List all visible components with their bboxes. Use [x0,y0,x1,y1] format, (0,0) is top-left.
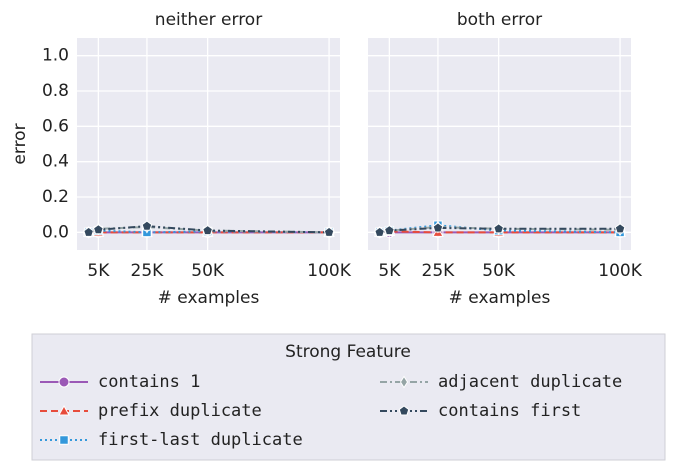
y-tick-label: 0.6 [42,116,69,136]
y-tick-label: 0.0 [42,222,69,242]
y-tick-label: 0.4 [42,152,69,172]
x-axis-label: # examples [158,288,260,308]
legend-label: first-last duplicate [98,430,303,450]
legend-marker [58,404,70,416]
legend-label: adjacent duplicate [438,372,622,392]
legend-label: contains 1 [98,372,200,392]
data-point [384,224,395,236]
data-point [202,224,213,236]
legend-marker [58,376,70,388]
legend-label: prefix duplicate [98,401,262,421]
y-tick-label: 0.8 [42,81,69,101]
y-tick-label: 0.2 [42,187,69,207]
data-point [432,222,444,233]
x-tick-label: 5K [378,261,401,281]
data-point [141,220,153,231]
x-tick-label: 25K [422,261,456,281]
legend-marker [398,405,410,416]
data-point [93,224,104,235]
y-tick-label: 1.0 [42,46,69,66]
x-axis-label: # examples [449,288,551,308]
legend-marker [59,435,69,445]
y-axis-label: error [10,123,30,164]
panel-title: neither error [155,10,262,30]
x-tick-label: 100K [598,261,642,281]
data-point [374,226,385,237]
data-point [614,223,626,234]
plot-area [368,38,631,250]
legend-label: contains first [438,401,581,421]
x-tick-label: 50K [191,261,225,281]
data-point [493,223,504,234]
data-point [83,226,94,237]
legend-title: Strong Feature [285,342,411,362]
panel-title: both error [457,10,542,30]
legend-marker [399,375,409,389]
x-tick-label: 100K [307,261,351,281]
x-tick-label: 50K [482,261,516,281]
x-tick-label: 25K [131,261,165,281]
legend-box [31,333,666,461]
data-point [323,226,335,237]
x-tick-label: 5K [87,261,110,281]
plot-area [77,38,340,250]
